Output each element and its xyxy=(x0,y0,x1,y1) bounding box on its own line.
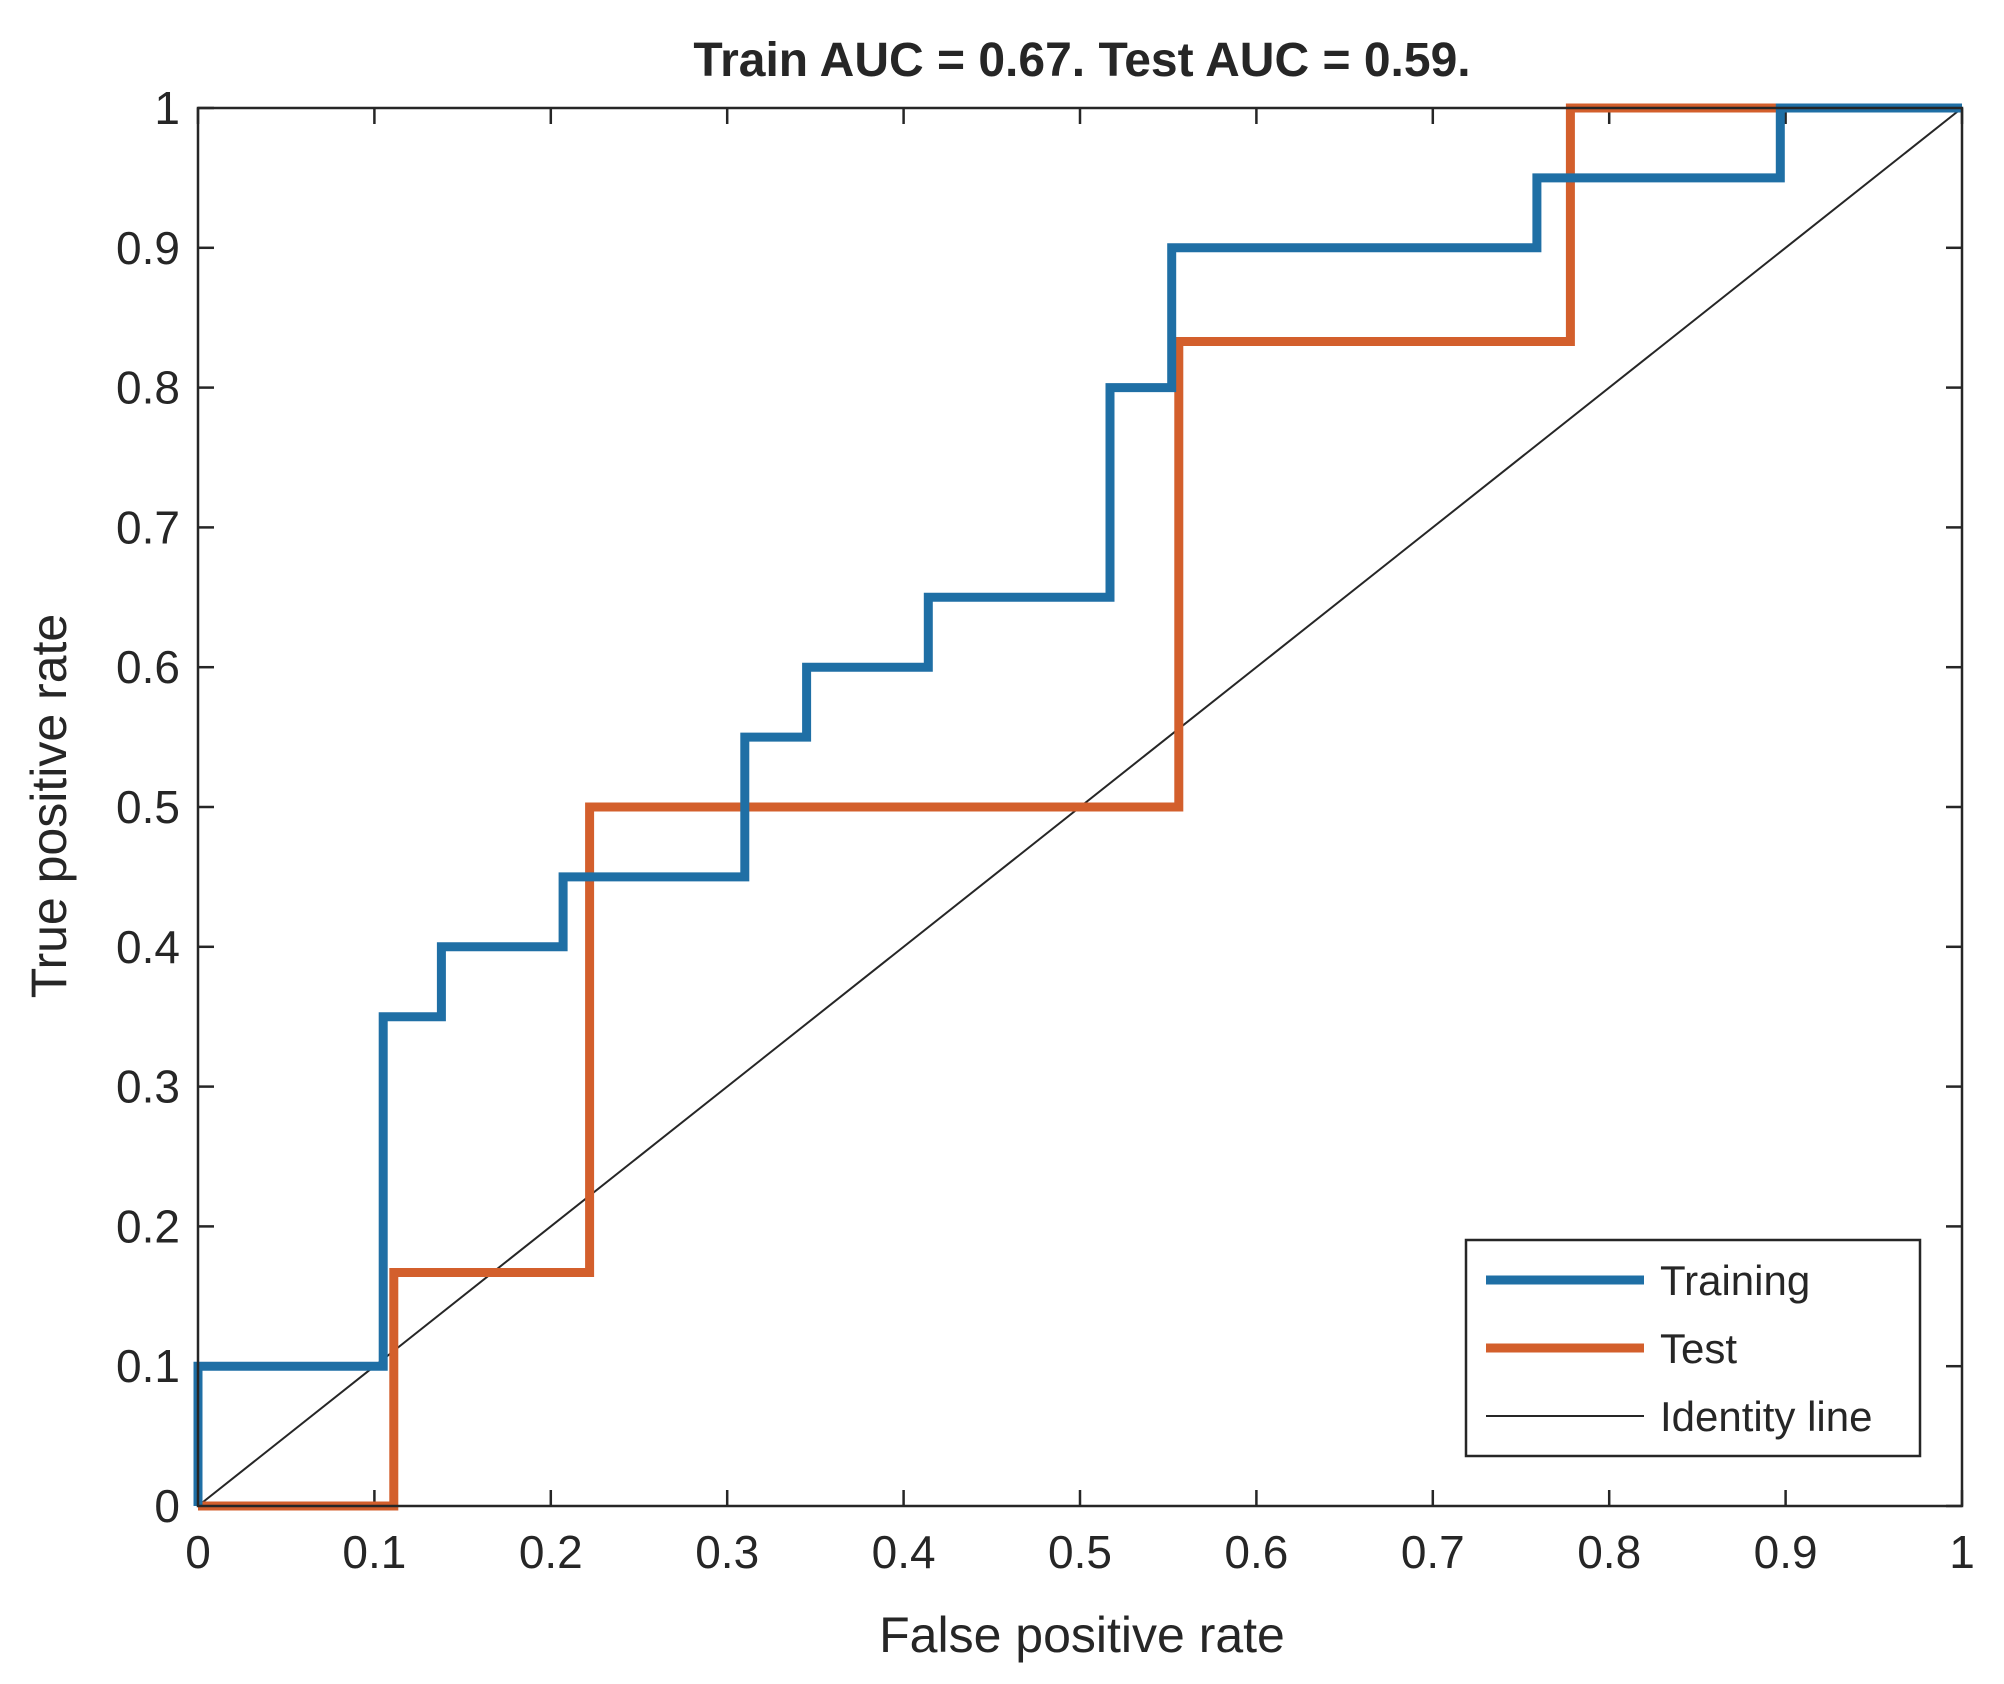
x-tick-label: 0.1 xyxy=(342,1526,406,1578)
y-tick-label: 0.1 xyxy=(116,1340,180,1392)
x-tick-label: 1 xyxy=(1949,1526,1975,1578)
y-tick-label: 0.5 xyxy=(116,781,180,833)
x-tick-label: 0.9 xyxy=(1754,1526,1818,1578)
training-roc-line xyxy=(193,103,1962,1506)
y-tick-label: 0.2 xyxy=(116,1200,180,1252)
plot-frame xyxy=(196,106,1964,1508)
x-tick-label: 0.2 xyxy=(519,1526,583,1578)
chart-title: Train AUC = 0.67. Test AUC = 0.59. xyxy=(693,34,1470,87)
test-roc-line xyxy=(198,103,1962,1511)
x-tick-label: 0.8 xyxy=(1577,1526,1641,1578)
x-tick-label: 0.5 xyxy=(1048,1526,1112,1578)
legend-label-test: Test xyxy=(1660,1325,1737,1372)
x-tick-label: 0.4 xyxy=(872,1526,936,1578)
x-tick-label: 0.7 xyxy=(1401,1526,1465,1578)
x-tick-label: 0.6 xyxy=(1224,1526,1288,1578)
x-axis-label: False positive rate xyxy=(879,1607,1285,1663)
y-axis-label: True positive rate xyxy=(21,614,77,998)
y-tick-label: 0.7 xyxy=(116,501,180,553)
y-tick-label: 1 xyxy=(154,82,180,134)
y-tick-label: 0.6 xyxy=(116,641,180,693)
series-layer xyxy=(193,103,1963,1511)
y-tick-label: 0.9 xyxy=(116,222,180,274)
legend: Training Test Identity line xyxy=(1464,1238,1922,1458)
x-tick-label: 0.3 xyxy=(695,1526,759,1578)
x-tick-label: 0 xyxy=(185,1526,211,1578)
axis-ticks xyxy=(196,106,1964,1508)
y-tick-label: 0.4 xyxy=(116,921,180,973)
y-tick-label: 0.8 xyxy=(116,362,180,414)
legend-label-training: Training xyxy=(1660,1257,1810,1304)
y-tick-label: 0 xyxy=(154,1480,180,1532)
tick-labels: 0 0.1 0.2 0.3 0.4 0.5 0.6 0.7 0.8 0.9 1 0 0.1 0.2 0.3 0… xyxy=(116,82,1975,1578)
y-tick-label: 0.3 xyxy=(116,1061,180,1113)
legend-label-identity-line: Identity line xyxy=(1660,1393,1872,1440)
